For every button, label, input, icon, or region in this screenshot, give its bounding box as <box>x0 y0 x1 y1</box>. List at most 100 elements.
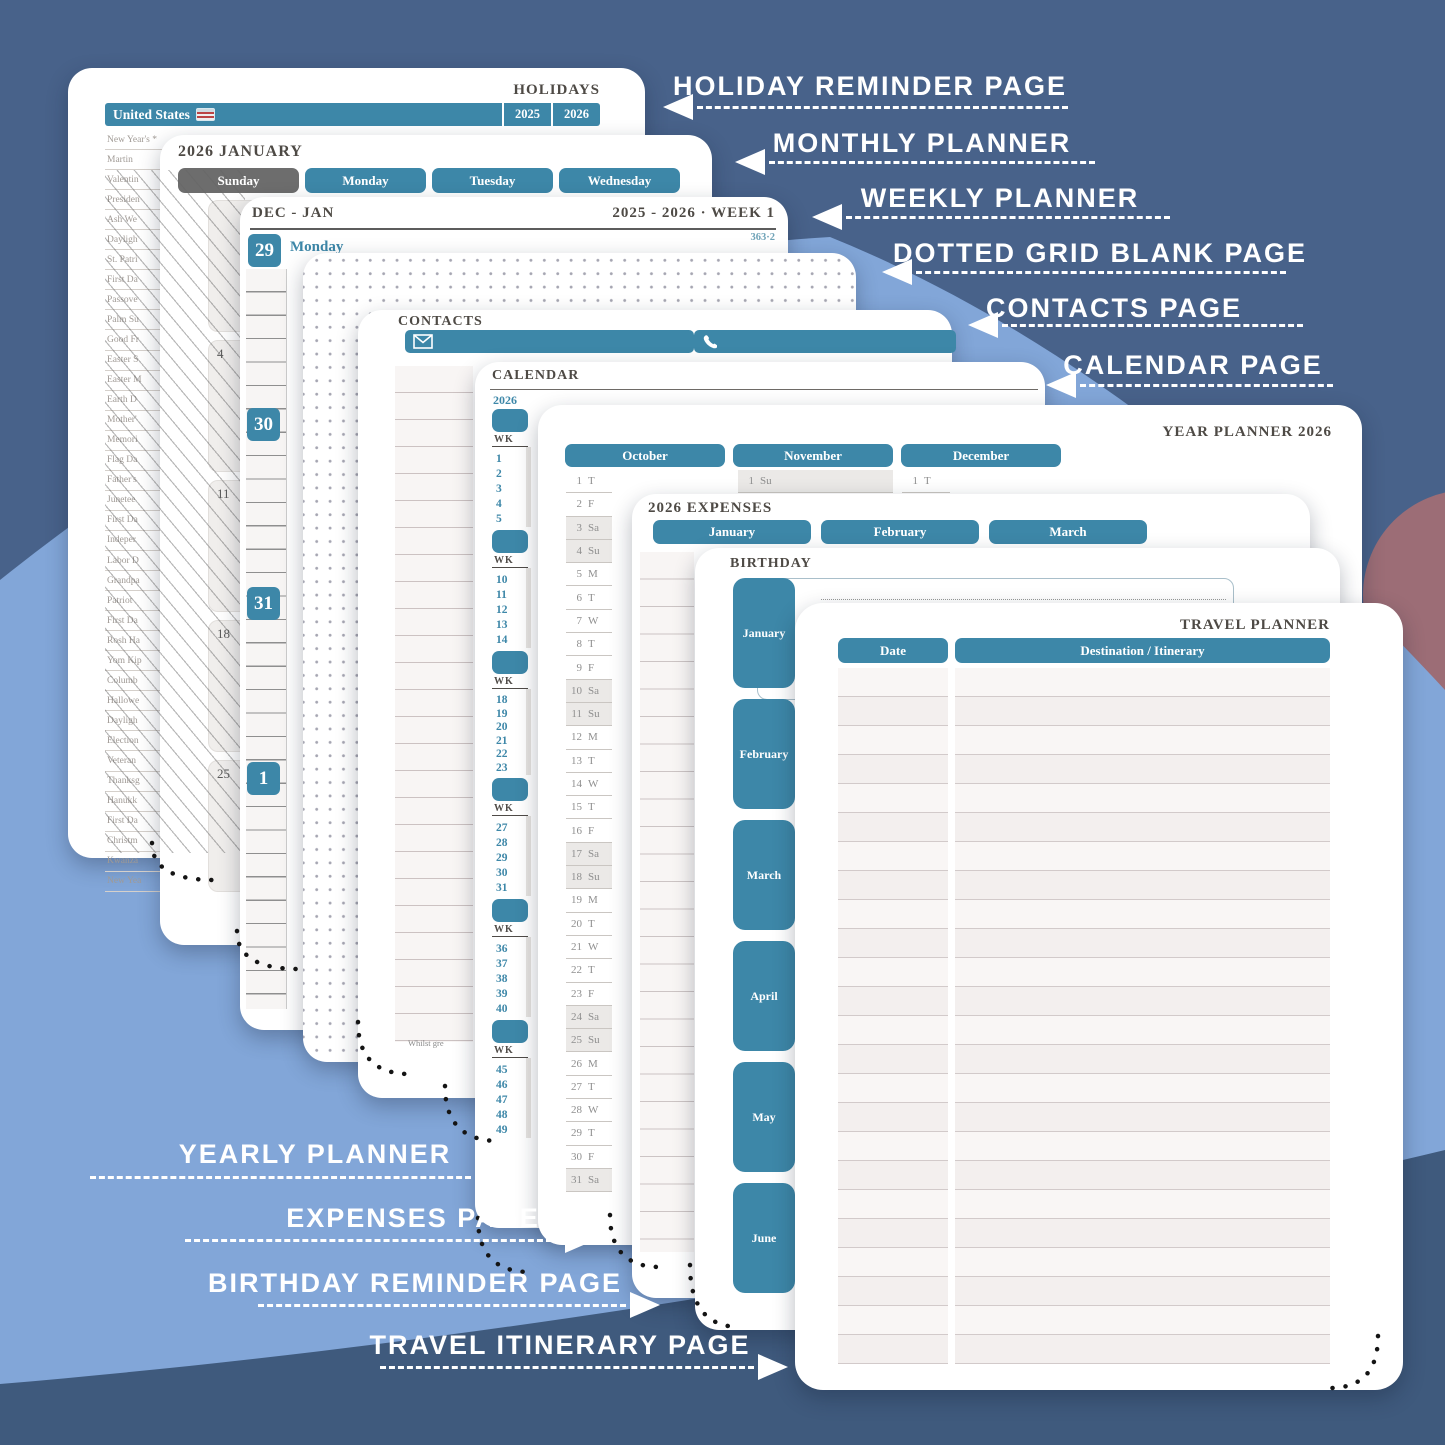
day-row: 2 F <box>566 493 612 517</box>
day-letter: T <box>588 591 595 604</box>
year-column-header: 2025 <box>502 103 551 126</box>
day-counter: 363·2 <box>750 232 775 243</box>
week-number: 30 <box>496 867 508 879</box>
day-number: 12 <box>571 731 582 744</box>
day-number: 10 <box>571 684 582 697</box>
year-column-header: 2026 <box>551 103 600 126</box>
day-row: 30 F <box>566 1146 612 1169</box>
contact-lines <box>395 366 473 1042</box>
month-week-group: WK 36 37 38 39 40 <box>492 899 542 1017</box>
dashed-line <box>380 1365 754 1369</box>
week-number: 31 <box>496 882 508 894</box>
day-row: 29 T <box>566 1122 612 1146</box>
day-number: 1 <box>748 475 755 488</box>
week-number: 5 <box>496 513 502 525</box>
birthday-title: BIRTHDAY <box>730 556 812 571</box>
day-row: 3 Sa <box>566 516 612 540</box>
day-letter: Sa <box>588 1010 599 1023</box>
travel-table-headers: Date Destination / Itinerary <box>838 638 1330 663</box>
holiday-year-columns: 2025 2026 <box>502 103 600 126</box>
dashed-line <box>90 1175 471 1179</box>
week-number: 46 <box>496 1079 508 1091</box>
day-letter: T <box>924 475 931 488</box>
date-column-header: Date <box>838 638 948 663</box>
day-number: 1 <box>912 475 919 488</box>
week-number: 18 <box>496 694 508 706</box>
month-block <box>492 530 528 553</box>
day-name-label: Monday <box>290 239 344 255</box>
arrowhead-left-icon <box>735 149 765 175</box>
day-row: 16 F <box>566 819 612 843</box>
day-letter: M <box>588 731 598 744</box>
day-row: 12 M <box>566 726 612 750</box>
week-number: 20 <box>496 721 508 733</box>
day-letter: T <box>588 638 595 651</box>
caption-monthly-planner: MONTHLY PLANNER <box>772 128 1072 158</box>
day-number: 21 <box>571 941 582 954</box>
day-row: 11 Su <box>566 702 612 727</box>
week-number: 14 <box>496 634 508 646</box>
day-number: 28 <box>571 1104 582 1117</box>
arrowhead-left-icon <box>882 259 912 285</box>
week-number: 39 <box>496 988 508 1000</box>
week-number: 27 <box>496 822 508 834</box>
day-letter: W <box>588 1104 599 1117</box>
day-row: 25 Su <box>566 1029 612 1053</box>
week-number: 23 <box>496 761 508 774</box>
day-row: 8 T <box>566 633 612 657</box>
week-number: 4 <box>496 498 502 510</box>
day-letter: W <box>588 941 599 954</box>
month-tab: April <box>733 941 795 1051</box>
day-row: 7 W <box>566 610 612 634</box>
month-week-group: WK 10 11 12 13 14 <box>492 530 542 648</box>
week-number: 12 <box>496 604 508 616</box>
date-number: 11 <box>217 486 230 501</box>
dashed-line <box>1080 383 1333 387</box>
month-tab: January <box>733 578 795 688</box>
wk-label: WK <box>492 674 528 689</box>
day-row: 22 T <box>566 959 612 983</box>
caption-travel-itinerary: TRAVEL ITINERARY PAGE <box>369 1330 751 1360</box>
month-tab: June <box>733 1183 795 1293</box>
day-number: 3 <box>576 521 583 534</box>
header-rule <box>250 228 776 230</box>
arrowhead-right-icon <box>630 1292 660 1318</box>
day-letter: F <box>588 824 595 837</box>
month-tab: May <box>733 1062 795 1172</box>
day-letter: Sa <box>588 1174 599 1187</box>
arrow-birthday-reminder <box>258 1292 660 1318</box>
week-number: 1 <box>496 453 502 465</box>
week-number: 37 <box>496 958 508 970</box>
day-row: 9 F <box>566 656 612 680</box>
day-badge-29: 29 <box>248 234 281 267</box>
day-letter: T <box>588 1080 595 1093</box>
day-row: 1 Su <box>738 470 893 494</box>
week-number: 49 <box>496 1124 508 1136</box>
arrow-weekly-planner <box>812 204 1170 230</box>
week-numbers: 1 2 3 4 5 <box>492 447 531 527</box>
day-letter: F <box>588 661 595 674</box>
week-range-title: DEC - JAN <box>252 205 335 221</box>
month-header: November <box>733 444 893 467</box>
monthly-title: 2026 JANUARY <box>178 143 303 160</box>
wk-label: WK <box>492 553 528 568</box>
day-row: 1 T <box>902 470 950 494</box>
week-numbers: 10 11 12 13 14 <box>492 568 531 648</box>
travel-itinerary-page: TRAVEL PLANNER Date Destination / Itiner… <box>795 603 1403 1390</box>
caption-calendar: CALENDAR PAGE <box>1063 350 1323 380</box>
week-numbers: 45 46 47 48 49 <box>492 1058 531 1138</box>
date-number: 4 <box>217 346 224 361</box>
week-number: 40 <box>496 1003 508 1015</box>
caption-holiday-reminder: HOLIDAY REMINDER PAGE <box>672 71 1068 101</box>
october-day-list: 1 T 2 F 3 Sa 4 Su 5 M 6 T <box>566 470 612 1193</box>
day-row: 17 Sa <box>566 842 612 867</box>
day-number: 23 <box>571 987 582 1000</box>
month-header: February <box>821 520 979 544</box>
month-tab: March <box>733 820 795 930</box>
arrow-expenses <box>185 1227 595 1253</box>
month-headers: January February March <box>653 520 1147 544</box>
month-tabs: January February March April May June <box>733 578 795 1304</box>
november-first-row: 1 Su <box>738 470 893 494</box>
dashed-line <box>916 270 1286 274</box>
